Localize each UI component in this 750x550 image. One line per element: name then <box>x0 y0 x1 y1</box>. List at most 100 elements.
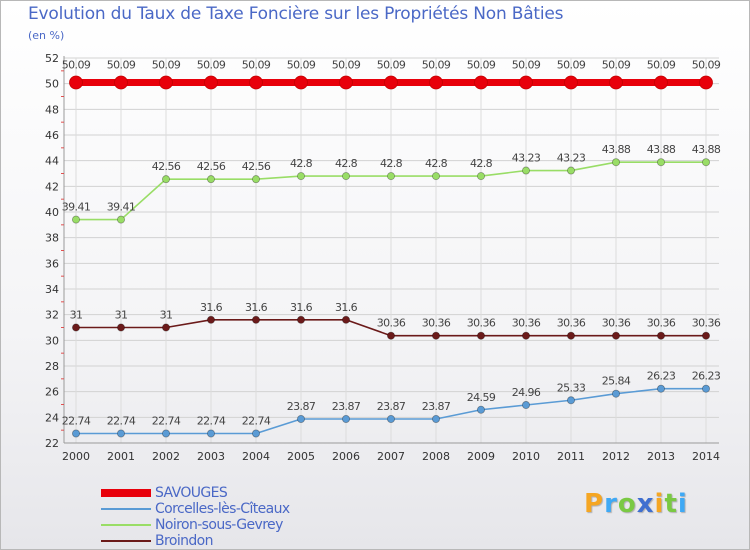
data-point <box>567 331 576 340</box>
data-point <box>296 415 305 424</box>
data-label: 50.09 <box>512 59 541 72</box>
data-label: 42.8 <box>290 157 313 170</box>
data-label: 42.8 <box>470 157 493 170</box>
data-point <box>386 172 395 181</box>
data-label: 31.6 <box>290 301 313 314</box>
data-point <box>251 315 260 324</box>
y-tick-label: 38 <box>45 232 59 245</box>
data-label: 50.09 <box>62 59 91 72</box>
series-4: 31 31 31 31.6 31.6 31.6 31.6 30.36 30.36 30.36 30.… <box>70 301 721 340</box>
x-tick-label: 2014 <box>692 450 720 463</box>
x-tick-label: 2003 <box>197 450 225 463</box>
legend-label: Noiron-sous-Gevrey <box>155 517 283 533</box>
data-label: 22.74 <box>242 415 271 428</box>
data-point <box>69 75 83 90</box>
data-label: 23.87 <box>287 400 316 413</box>
y-tick-label: 48 <box>45 103 59 116</box>
y-tick-label: 52 <box>45 52 59 65</box>
data-point <box>522 331 531 340</box>
data-label: 43.88 <box>602 143 631 156</box>
data-label: 50.09 <box>152 59 181 72</box>
data-point <box>72 323 81 332</box>
y-tick-label: 22 <box>45 437 59 450</box>
data-label: 30.36 <box>467 317 496 330</box>
data-point <box>251 175 260 184</box>
logo-letter: i <box>677 489 688 519</box>
x-tick-label: 2008 <box>422 450 450 463</box>
data-label: 24.96 <box>512 386 541 399</box>
data-label: 43.23 <box>512 152 541 165</box>
x-tick-label: 2011 <box>557 450 585 463</box>
series-2: 22.74 22.74 22.74 22.74 22.74 23.87 23.87 23.87… <box>62 370 721 438</box>
data-label: 30.36 <box>422 317 451 330</box>
legend-item: Broindon <box>101 533 290 549</box>
data-point <box>476 405 485 414</box>
x-tick-label: 2009 <box>467 450 495 463</box>
data-label: 22.74 <box>107 415 136 428</box>
data-point <box>384 75 398 90</box>
data-point <box>249 75 263 90</box>
data-point <box>522 166 531 175</box>
data-point <box>522 401 531 410</box>
data-point <box>702 331 711 340</box>
data-label: 31.6 <box>245 301 268 314</box>
legend-item: Noiron-sous-Gevrey <box>101 517 290 533</box>
data-label: 30.36 <box>377 317 406 330</box>
data-point <box>341 315 350 324</box>
logo-letter: P <box>584 489 605 519</box>
data-point <box>431 331 440 340</box>
data-point <box>476 172 485 181</box>
series-1: 50.09 50.09 50.09 50.09 50.09 50.09 50.09 50.09… <box>62 59 721 90</box>
data-label: 25.84 <box>602 375 631 388</box>
x-tick-label: 2006 <box>332 450 360 463</box>
x-tick-labels: 2000 2001 2002 2003 2004 2005 2006 2007 2008 2009… <box>62 450 720 463</box>
data-point <box>161 323 170 332</box>
y-tick-label: 42 <box>45 180 59 193</box>
data-label: 23.87 <box>332 400 361 413</box>
x-tick-label: 2005 <box>287 450 315 463</box>
y-tick-labels: 22 24 26 28 30 32 34 36 38 40 42 44 46 48 50 52 <box>45 52 59 450</box>
data-label: 42.56 <box>152 160 181 173</box>
data-label: 50.09 <box>647 59 676 72</box>
data-point <box>251 429 260 438</box>
proxiti-logo: Proxiti <box>584 489 688 519</box>
data-label: 25.33 <box>557 381 586 394</box>
data-label: 30.36 <box>692 317 721 330</box>
data-point <box>702 158 711 167</box>
data-point <box>431 172 440 181</box>
x-tick-label: 2007 <box>377 450 405 463</box>
data-point <box>431 415 440 424</box>
data-label: 26.23 <box>647 370 676 383</box>
data-point <box>699 75 713 90</box>
data-label: 50.09 <box>287 59 316 72</box>
data-label: 42.56 <box>197 160 226 173</box>
y-tick-label: 44 <box>45 155 59 168</box>
data-point <box>206 429 215 438</box>
data-label: 30.36 <box>602 317 631 330</box>
data-point <box>294 75 308 90</box>
data-label: 22.74 <box>197 415 226 428</box>
data-point <box>474 75 488 90</box>
data-point <box>296 172 305 181</box>
chart-legend: SAVOUGES Corcelles-lès-Cîteaux Noiron-sous… <box>101 485 290 549</box>
data-label: 50.09 <box>692 59 721 72</box>
data-point <box>117 215 126 224</box>
logo-letter: t <box>664 489 678 519</box>
data-point <box>386 331 395 340</box>
x-tick-label: 2002 <box>152 450 180 463</box>
data-point <box>612 331 621 340</box>
data-point <box>72 215 81 224</box>
x-tick-label: 2001 <box>107 450 135 463</box>
data-label: 50.09 <box>602 59 631 72</box>
data-point <box>206 315 215 324</box>
data-label: 39.41 <box>62 201 91 214</box>
legend-item: Corcelles-lès-Cîteaux <box>101 501 290 517</box>
x-tick-label: 2013 <box>647 450 675 463</box>
data-label: 23.87 <box>377 400 406 413</box>
data-point <box>657 331 666 340</box>
data-label: 42.8 <box>425 157 448 170</box>
data-point <box>567 396 576 405</box>
y-tick-label: 36 <box>45 257 59 270</box>
data-point <box>657 384 666 393</box>
data-label: 50.09 <box>107 59 136 72</box>
